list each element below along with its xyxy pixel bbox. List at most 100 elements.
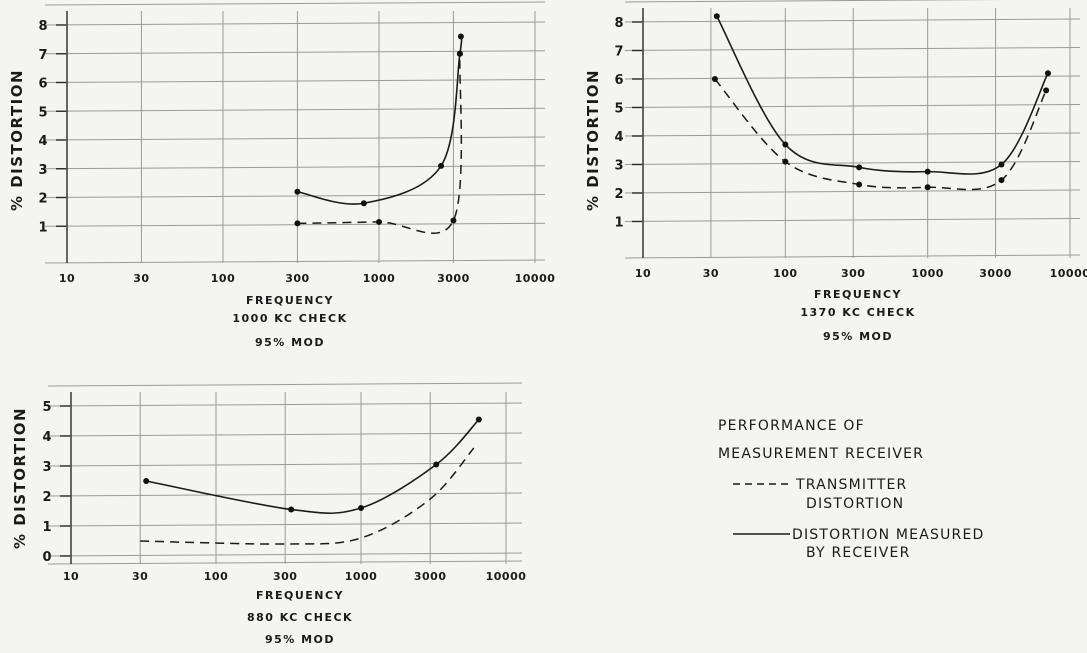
y-gridline	[624, 161, 1081, 165]
y-gridline	[44, 194, 546, 198]
chart-caption-line: 1000 KC CHECK	[232, 312, 347, 325]
data-point	[376, 218, 382, 225]
chart-caption-line: 95% MOD	[255, 336, 325, 349]
y-tick-label: 1	[38, 220, 48, 235]
legend-dashed-label-line2: DISTORTION	[806, 496, 904, 512]
legend-dashed-label-line1: TRANSMITTER	[795, 477, 908, 493]
chart-caption-line: FREQUENCY	[814, 288, 902, 301]
y-gridline	[44, 50, 546, 55]
x-tick-label: 10000	[486, 570, 527, 583]
y-tick-label: 6	[614, 73, 624, 88]
y-gridline	[624, 189, 1081, 194]
data-point	[998, 177, 1005, 184]
y-gridline	[624, 47, 1081, 51]
y-axis-label: % DISTORTION	[584, 69, 602, 211]
legend-title-line2: MEASUREMENT RECEIVER	[718, 446, 924, 462]
data-point	[856, 181, 863, 188]
y-tick-label: 5	[38, 105, 48, 120]
data-point	[288, 506, 295, 513]
data-point	[924, 168, 931, 175]
series-transmitter-distortion	[297, 53, 463, 234]
chart-1370kc: 10 30 100 300 1000 3000 10000 1 2 3 4 5 6 7 8 % DISTORT…	[584, 0, 1087, 343]
data-point	[294, 220, 301, 227]
y-gridline	[47, 382, 523, 387]
legend-solid-label-line2: BY RECEIVER	[806, 545, 911, 561]
y-tick-label: 1	[614, 216, 624, 231]
x-tick-label: 100	[211, 272, 235, 285]
y-gridline	[624, 132, 1081, 137]
series-transmitter-distortion	[714, 78, 1047, 191]
data-point	[782, 141, 789, 148]
x-tick-label: 300	[285, 272, 309, 285]
x-tick-label: 3000	[414, 570, 447, 583]
chart-1000kc: 10 30 100 300 1000 3000 10000 1 2 3 4 5 6 7 8 % DISTORT…	[8, 1, 556, 349]
data-point	[998, 161, 1005, 168]
data-point	[433, 461, 440, 468]
chart-caption-line: 95% MOD	[823, 330, 893, 343]
x-tick-label: 300	[273, 570, 297, 583]
x-tick-label: 3000	[979, 267, 1012, 280]
data-point	[143, 478, 150, 484]
y-axis-label: % DISTORTION	[8, 69, 26, 211]
y-tick-label: 8	[614, 16, 624, 31]
y-tick-label: 2	[38, 192, 48, 207]
legend: PERFORMANCE OF MEASUREMENT RECEIVER TRAN…	[718, 418, 985, 561]
data-point	[438, 162, 445, 169]
y-gridline	[44, 79, 546, 83]
y-tick-label: 8	[38, 19, 48, 34]
x-tick-label: 10	[59, 272, 75, 285]
y-gridline	[47, 402, 523, 407]
data-point	[360, 200, 367, 207]
y-gridline	[624, 104, 1081, 108]
legend-title-line1: PERFORMANCE OF	[718, 418, 865, 434]
y-tick-label: 3	[38, 163, 48, 178]
series-measured-by-receiver	[716, 15, 1049, 175]
chart-caption-line: 880 KC CHECK	[247, 611, 353, 624]
chart-caption-line: 1370 KC CHECK	[800, 306, 915, 319]
y-tick-label: 1	[42, 520, 52, 535]
y-gridline	[47, 462, 523, 467]
y-tick-label: 0	[42, 550, 52, 565]
x-tick-label: 10000	[515, 272, 556, 285]
x-tick-label: 30	[133, 272, 149, 285]
y-tick-label: 6	[38, 77, 48, 92]
y-gridline	[47, 552, 523, 557]
y-tick-label: 7	[38, 48, 48, 63]
data-point	[782, 158, 789, 165]
x-tick-label: 3000	[437, 272, 470, 285]
y-axis-label: % DISTORTION	[11, 407, 29, 549]
y-gridline	[624, 18, 1081, 23]
x-tick-label: 30	[132, 570, 148, 583]
series-measured-by-receiver	[297, 36, 463, 205]
y-tick-label: 4	[42, 430, 52, 445]
data-point	[924, 184, 931, 191]
data-point	[456, 50, 463, 57]
x-baseline	[47, 560, 523, 565]
data-point	[358, 505, 364, 511]
y-gridline	[47, 492, 523, 497]
y-tick-label: 7	[614, 45, 624, 60]
y-tick-label: 3	[614, 159, 624, 174]
x-tick-label: 10	[63, 570, 79, 583]
y-gridline	[44, 107, 546, 112]
y-gridline	[44, 1, 546, 6]
x-tick-label: 10000	[1050, 267, 1087, 280]
data-point	[711, 76, 718, 82]
data-point	[856, 164, 863, 171]
y-tick-label: 5	[614, 102, 624, 117]
y-tick-label: 4	[38, 134, 48, 149]
legend-solid-label-line1: DISTORTION MEASURED	[792, 527, 985, 543]
y-tick-label: 2	[614, 187, 624, 202]
x-baseline	[44, 259, 546, 264]
y-tick-label: 5	[42, 400, 52, 415]
series-transmitter-distortion	[140, 447, 475, 545]
data-point	[450, 217, 457, 224]
data-point	[475, 416, 482, 423]
data-point	[294, 188, 301, 195]
y-tick-label: 4	[614, 130, 624, 145]
y-gridline	[624, 75, 1081, 80]
chart-880kc: 10 30 100 300 1000 3000 10000 0 1 2 3 4 5 % DISTORTIO…	[11, 382, 527, 646]
y-tick-label: 3	[42, 460, 52, 475]
x-tick-label: 30	[703, 267, 719, 280]
